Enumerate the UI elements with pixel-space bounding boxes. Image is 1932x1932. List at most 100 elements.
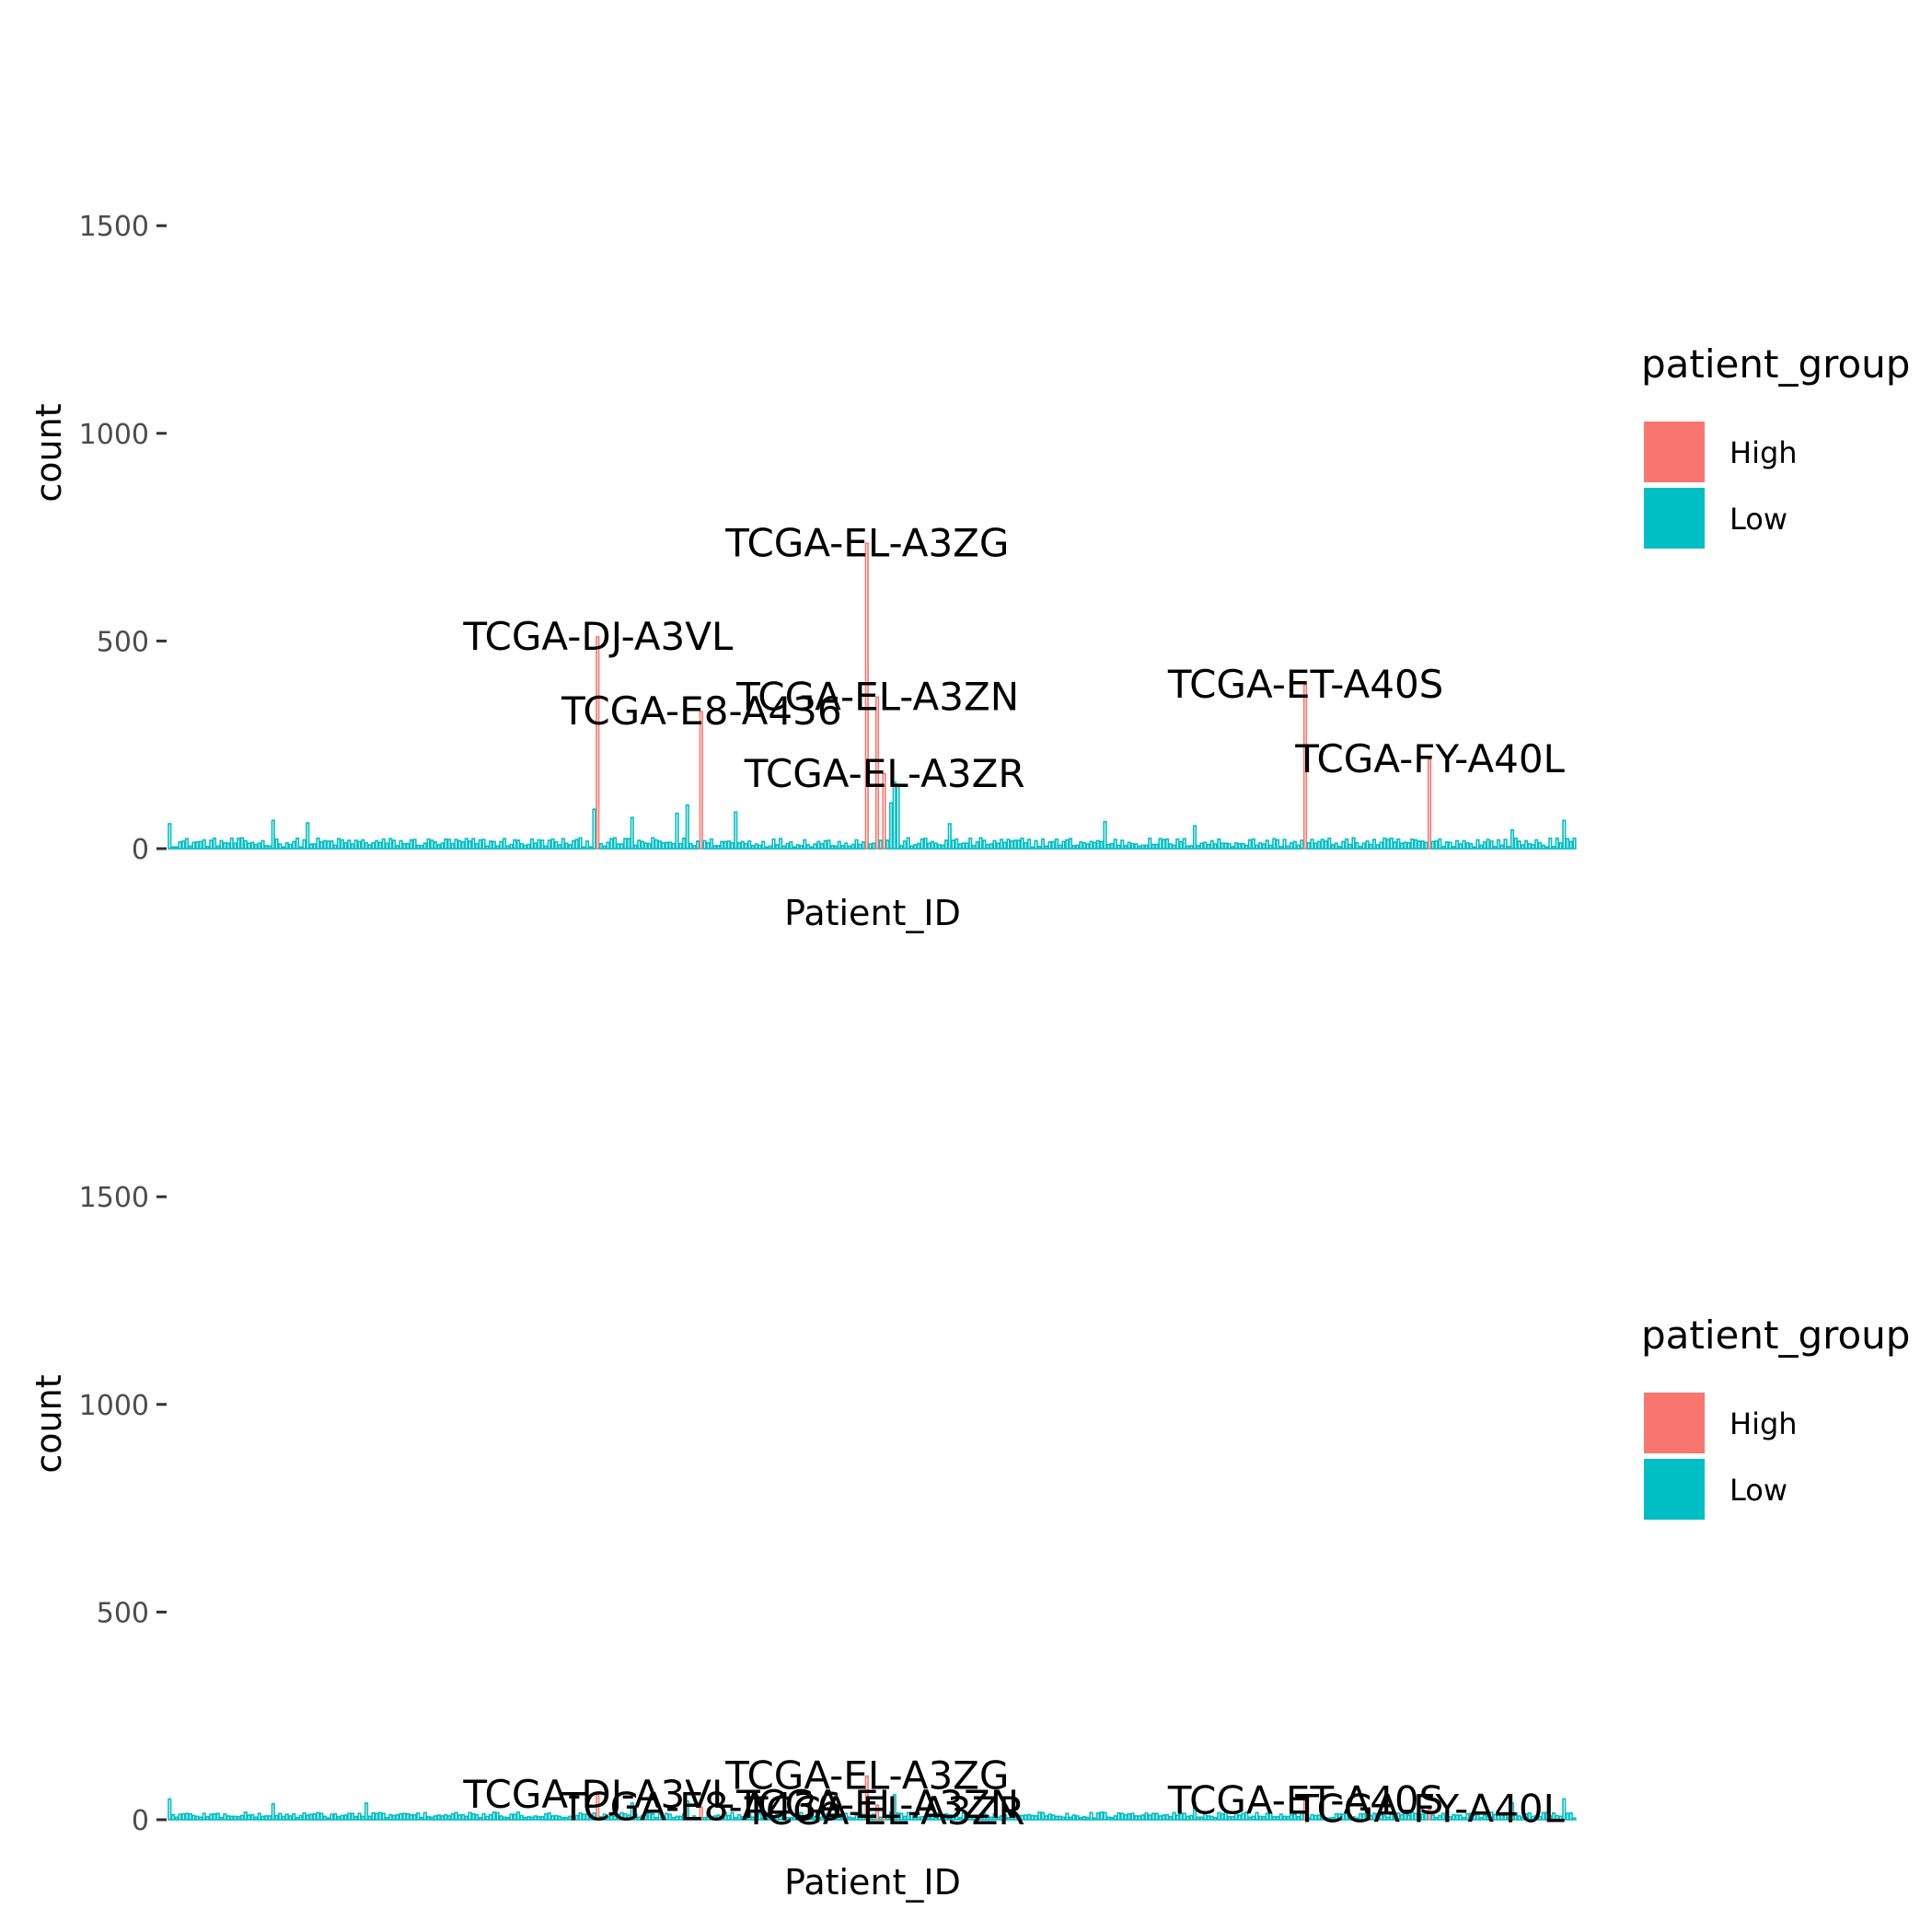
bar-low — [198, 1816, 203, 1821]
bar-low — [343, 841, 348, 850]
bar-low — [1365, 840, 1370, 850]
bar-low — [685, 1799, 689, 1821]
bar-high — [882, 1811, 886, 1821]
bar-low — [1144, 1811, 1149, 1821]
bar-low — [1109, 842, 1115, 850]
bar-low — [909, 1813, 914, 1821]
bar-low — [1385, 1816, 1391, 1821]
bar-low — [367, 1815, 372, 1821]
bar-low — [943, 839, 949, 850]
bar-low — [785, 1816, 790, 1821]
bar-low — [892, 1794, 897, 1821]
bar-low — [353, 1816, 358, 1821]
bar-low — [1075, 1815, 1080, 1821]
bar-low — [726, 840, 731, 850]
bar-low — [809, 1817, 814, 1821]
bar-low — [288, 1815, 293, 1821]
bar-low — [247, 1814, 251, 1821]
bar-low — [1164, 838, 1170, 850]
bar-low — [1051, 840, 1056, 850]
bar-low — [1527, 842, 1532, 850]
bar-low — [399, 1812, 403, 1821]
bar-low — [654, 839, 659, 850]
bar-low — [1444, 1815, 1449, 1821]
bar-low — [1137, 845, 1142, 850]
bar-low — [785, 842, 790, 850]
bar-low — [170, 846, 176, 850]
bar-low — [888, 802, 894, 850]
bar-low — [295, 1816, 300, 1821]
bar-low — [1424, 1812, 1429, 1821]
bar-low — [499, 840, 503, 850]
bar-low — [1440, 1812, 1446, 1821]
bar-low — [584, 840, 590, 850]
bar-low — [1237, 1814, 1242, 1821]
bar-low — [1030, 1814, 1035, 1821]
bar-low — [723, 1811, 728, 1821]
bar-low — [426, 1816, 431, 1821]
bar-low — [239, 837, 245, 850]
bar-low — [267, 1815, 272, 1821]
bar-low — [754, 1815, 758, 1821]
bar-low — [1186, 845, 1190, 850]
bar-low — [971, 1815, 977, 1821]
bar-low — [533, 842, 538, 850]
bar-low — [1099, 1811, 1104, 1821]
bar-low — [492, 1811, 496, 1821]
bar-low — [1379, 841, 1383, 850]
bar-low — [678, 1815, 683, 1821]
bar-low — [1044, 845, 1048, 850]
bar-low — [195, 1815, 200, 1821]
bar-low — [168, 823, 172, 850]
bar-low — [1255, 844, 1259, 850]
bar-low — [264, 845, 269, 850]
bar-high — [1302, 683, 1308, 850]
bar-low — [229, 1815, 234, 1821]
bar-low — [803, 1815, 807, 1821]
bar-low — [450, 842, 455, 850]
bar-low — [184, 838, 190, 850]
bar-low — [730, 841, 735, 850]
bar-low — [899, 1812, 904, 1821]
bars — [168, 1775, 1577, 1821]
bar-low — [1369, 843, 1373, 850]
bar-low — [405, 1812, 411, 1821]
bar-low — [1192, 825, 1197, 850]
bar-low — [1002, 841, 1007, 850]
bar-low — [916, 1816, 921, 1821]
bar-low — [233, 1815, 237, 1821]
bar-low — [657, 840, 662, 850]
bar-low — [823, 1813, 827, 1821]
bar-low — [706, 1811, 711, 1821]
bar-low — [913, 1812, 918, 1821]
bar-low — [1237, 842, 1242, 850]
bar-high — [882, 772, 886, 850]
bar-low — [1344, 838, 1349, 850]
bar-low — [598, 842, 604, 850]
bar-low — [768, 1817, 772, 1821]
bar-low — [688, 842, 693, 850]
bar-low — [1244, 844, 1249, 850]
bar-low — [1120, 839, 1125, 850]
bar-low — [1486, 839, 1490, 850]
bar-low — [1551, 1811, 1556, 1821]
bar-low — [1186, 1815, 1190, 1821]
bar-low — [1430, 840, 1435, 850]
bar-low — [1375, 1812, 1380, 1821]
bar-data-label: TCGA-FY-A40L — [1294, 736, 1565, 781]
bar-low — [253, 1816, 259, 1821]
bar-low — [888, 1811, 894, 1821]
bar-low — [1061, 1816, 1066, 1821]
bar-low — [1438, 1814, 1442, 1821]
bar-low — [395, 1813, 399, 1821]
bar-low — [402, 1812, 407, 1821]
bar-low — [933, 1813, 938, 1821]
bar-low — [775, 1812, 780, 1821]
bar-low — [371, 841, 376, 850]
bar-low — [561, 838, 565, 850]
legend-title: patient_group — [1641, 1313, 1910, 1358]
bar-low — [878, 839, 883, 850]
y-axis-title: count — [29, 403, 69, 502]
bar-low — [409, 1813, 413, 1821]
bar-low — [833, 1812, 839, 1821]
